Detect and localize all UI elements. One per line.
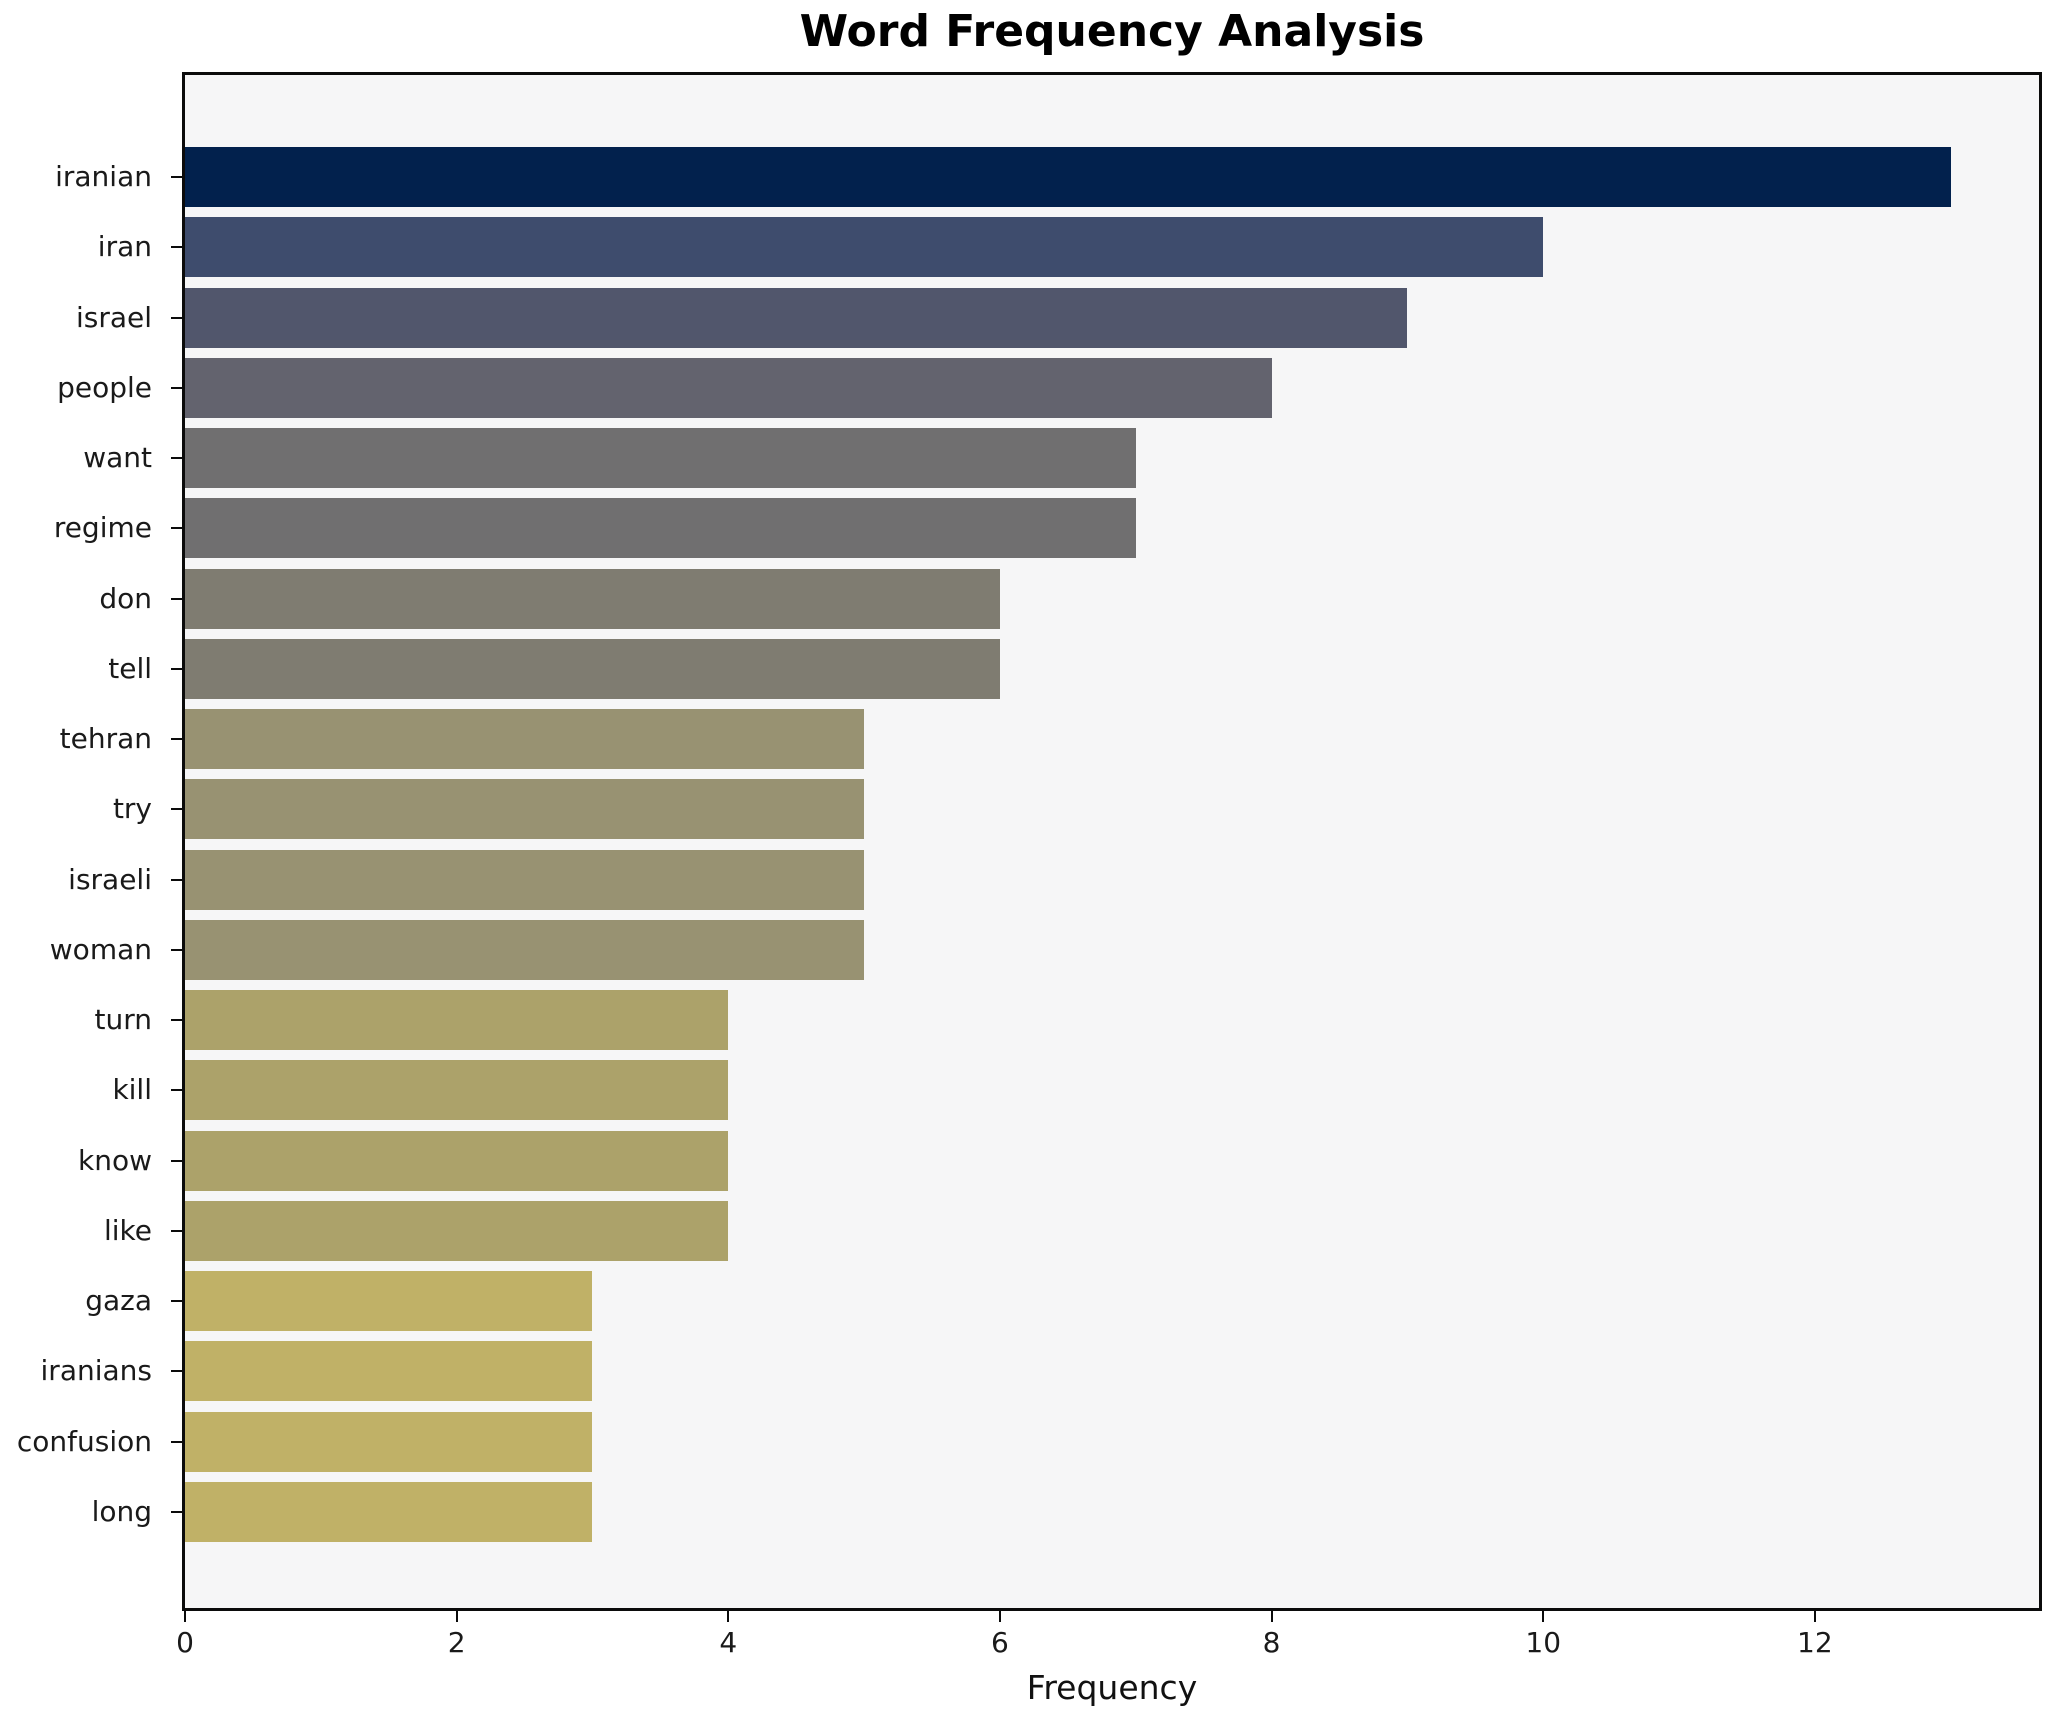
bar-try bbox=[185, 779, 865, 840]
x-tick-mark bbox=[184, 1611, 186, 1622]
y-tick-label: know bbox=[78, 1143, 152, 1177]
bar-don bbox=[185, 568, 1000, 629]
y-axis-labels: iranian iran israel people want regime don tell… bbox=[0, 72, 182, 1611]
y-tick-mark bbox=[171, 386, 182, 389]
y-tick-label: like bbox=[103, 1213, 152, 1247]
bar-people bbox=[185, 357, 1272, 418]
y-tick-label: gaza bbox=[85, 1284, 152, 1318]
bar-gaza bbox=[185, 1271, 593, 1332]
y-tick-mark bbox=[171, 176, 182, 178]
y-tick-label: try bbox=[112, 792, 152, 826]
y-tick-mark bbox=[171, 1229, 182, 1232]
y-tick-mark bbox=[171, 457, 182, 460]
y-tick-mark bbox=[171, 246, 182, 249]
y-tick-label: iranian bbox=[55, 160, 152, 193]
bar-turn bbox=[185, 990, 729, 1051]
bar-tell bbox=[185, 638, 1000, 699]
bar-regime bbox=[185, 498, 1136, 559]
x-tick-mark bbox=[455, 1611, 458, 1622]
y-tick-label: tehran bbox=[59, 722, 152, 756]
x-axis-title: Frequency bbox=[1026, 1668, 1198, 1707]
y-tick-label: iranians bbox=[40, 1354, 152, 1388]
y-tick-label: iran bbox=[97, 230, 152, 264]
y-tick-mark bbox=[171, 1159, 182, 1162]
bar-want bbox=[185, 428, 1136, 489]
bar-israel bbox=[185, 287, 1408, 348]
x-tick-label: 6 bbox=[991, 1626, 1009, 1659]
bar-iranian bbox=[185, 147, 1951, 207]
y-tick-label: don bbox=[99, 581, 152, 615]
y-tick-mark bbox=[171, 1510, 182, 1513]
y-tick-label: confusion bbox=[16, 1424, 152, 1458]
bar-like bbox=[185, 1200, 729, 1261]
x-tick-label: 0 bbox=[176, 1626, 194, 1659]
bar-iranians bbox=[185, 1341, 593, 1402]
bar-know bbox=[185, 1130, 729, 1191]
x-tick-label: 12 bbox=[1797, 1626, 1833, 1659]
y-tick-mark bbox=[171, 948, 182, 951]
bar-long bbox=[185, 1481, 593, 1542]
y-tick-label: want bbox=[83, 441, 152, 475]
bar-woman bbox=[185, 919, 865, 980]
x-tick-mark bbox=[727, 1611, 730, 1622]
x-tick-mark bbox=[998, 1611, 1001, 1622]
bar-confusion bbox=[185, 1411, 593, 1472]
y-tick-label: israel bbox=[75, 300, 152, 334]
x-tick-label: 10 bbox=[1525, 1626, 1562, 1659]
bar-iran bbox=[185, 217, 1544, 278]
y-tick-label: kill bbox=[112, 1073, 152, 1107]
plot-area bbox=[182, 72, 2042, 1611]
y-tick-label: people bbox=[57, 370, 152, 404]
y-tick-label: israeli bbox=[68, 862, 152, 896]
y-tick-label: regime bbox=[53, 511, 152, 545]
y-tick-mark bbox=[171, 1089, 182, 1092]
x-tick-mark bbox=[1542, 1611, 1545, 1622]
y-tick-mark bbox=[171, 878, 182, 881]
x-tick-mark bbox=[1813, 1611, 1816, 1622]
x-tick-label: 4 bbox=[719, 1626, 738, 1659]
y-tick-label: long bbox=[91, 1494, 152, 1528]
y-tick-label: turn bbox=[94, 1003, 153, 1037]
y-tick-label: woman bbox=[49, 932, 152, 966]
y-tick-mark bbox=[171, 316, 182, 319]
y-tick-mark bbox=[171, 527, 182, 530]
y-tick-mark bbox=[171, 1370, 182, 1373]
bar-israeli bbox=[185, 849, 865, 910]
x-tick-label: 8 bbox=[1262, 1626, 1281, 1659]
y-tick-mark bbox=[171, 1440, 182, 1443]
y-tick-mark bbox=[171, 1300, 182, 1303]
chart-title: Word Frequency Analysis bbox=[799, 6, 1425, 57]
y-tick-mark bbox=[171, 667, 182, 670]
bar-kill bbox=[185, 1060, 729, 1121]
y-tick-label: tell bbox=[108, 651, 152, 685]
x-tick-label: 2 bbox=[447, 1626, 466, 1659]
y-tick-mark bbox=[171, 597, 182, 600]
x-tick-mark bbox=[1270, 1611, 1273, 1622]
y-tick-mark bbox=[171, 1019, 182, 1022]
y-tick-mark bbox=[171, 738, 182, 741]
y-tick-mark bbox=[171, 808, 182, 811]
bar-tehran bbox=[185, 709, 865, 770]
